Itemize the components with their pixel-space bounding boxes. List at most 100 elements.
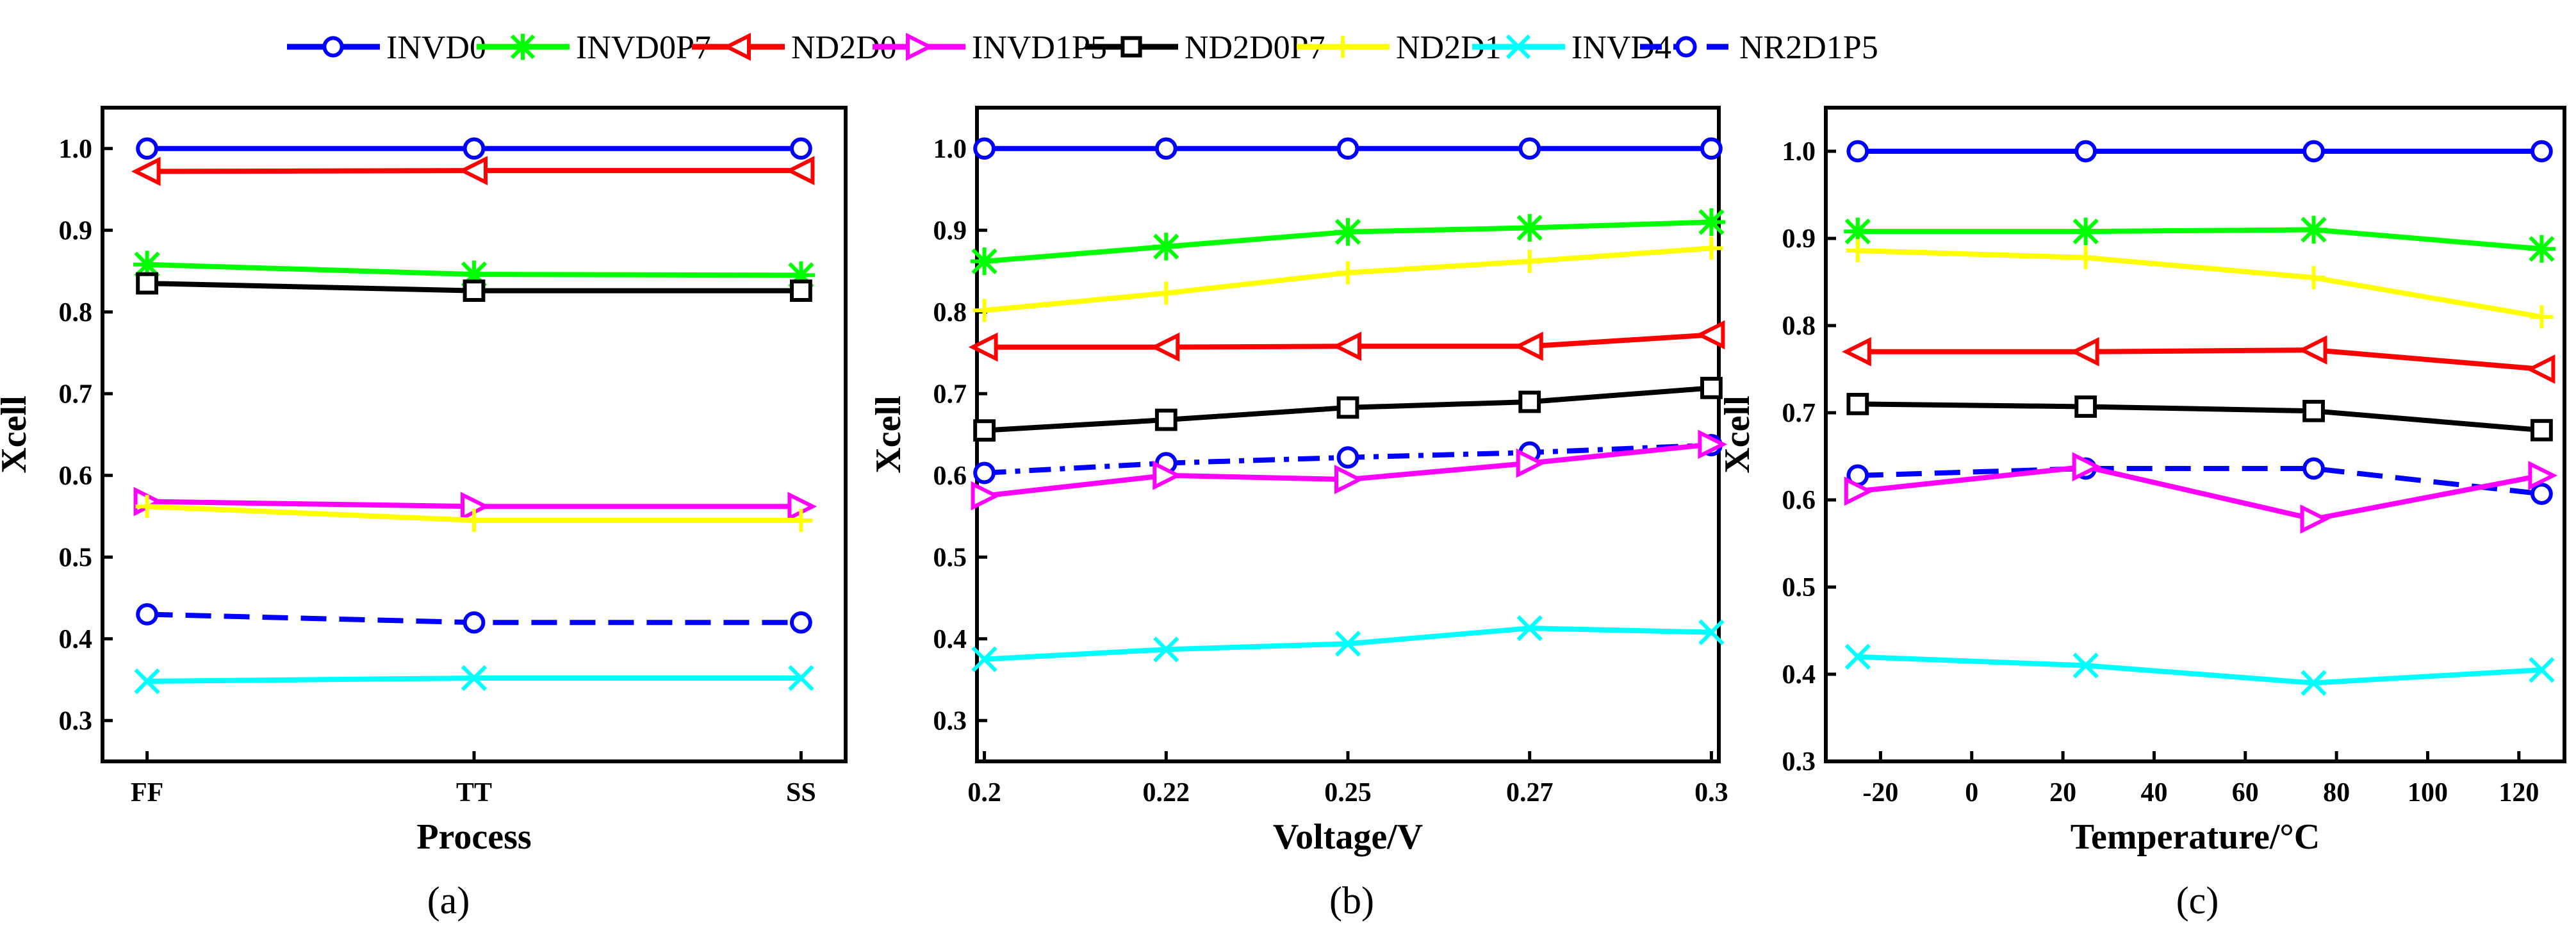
y-tick-label: 0.4 (59, 625, 93, 654)
panel-b: 0.30.40.50.60.70.80.91.00.2 0.22 0.25 0.27 0… (869, 106, 1728, 922)
y-tick-label: 0.6 (933, 461, 967, 491)
y-tick-label: 0.9 (933, 216, 967, 245)
series-line (1857, 654, 2542, 686)
data-point-nd2d0 (131, 156, 161, 187)
data-point-nd2d1 (972, 299, 996, 322)
data-point-invd0p7 (2527, 235, 2556, 263)
panel-caption: (c) (2176, 879, 2219, 922)
legend-marker-triangle-right (906, 33, 934, 61)
plot-frame (101, 106, 848, 763)
series-line (1857, 248, 2543, 320)
data-point-nd2d1 (463, 508, 486, 532)
data-point-nd2d1 (1154, 281, 1178, 305)
y-axis-title: Xcell (1718, 395, 1757, 473)
data-point-nd2d0 (2069, 336, 2099, 367)
data-point-invd1p5 (2300, 504, 2330, 534)
y-tick-label: 0.6 (59, 461, 93, 491)
data-point-nd2d1 (1518, 249, 1541, 273)
data-point-nd2d0p7 (1700, 376, 1723, 399)
legend-marker-circle (322, 36, 344, 58)
data-point-invd0 (1154, 137, 1177, 160)
y-tick-label: 0.5 (933, 543, 967, 572)
data-point-invd4 (1698, 619, 1725, 645)
legend-item-invd0: INVD0 (287, 29, 486, 66)
panel-c: 0.3 0.4 0.5 0.6 0.7 0.8 0.9 1.0 -20 0 20 40 60 80 100 1… (1718, 106, 2566, 922)
data-point-nr2d1p5 (136, 603, 159, 626)
x-tick-label: 40 (2140, 778, 2167, 808)
data-point-invd1p5 (1698, 429, 1728, 460)
data-point-invd0 (2302, 140, 2325, 163)
series-group (968, 137, 1728, 672)
data-point-invd4 (788, 665, 814, 692)
data-point-nr2d1p5 (1336, 446, 1359, 469)
series-nd2d0 (968, 320, 1725, 362)
data-point-nr2d1p5 (790, 611, 812, 634)
y-tick-label: 0.7 (933, 379, 967, 409)
x-tick-label: 20 (2049, 778, 2076, 808)
data-point-invd1p5 (2528, 461, 2558, 490)
panel-caption: (a) (427, 879, 470, 922)
legend-item-nd2d1: ND2D1 (1297, 29, 1502, 66)
data-point-nd2d0p7 (136, 272, 158, 295)
x-tick-label: 60 (2232, 778, 2259, 808)
plot-frame (975, 106, 1721, 763)
series-invd4 (134, 665, 814, 695)
data-point-nd2d0 (968, 332, 998, 362)
series-nd2d1 (972, 236, 1723, 322)
data-point-nd2d0p7 (2531, 419, 2553, 442)
data-point-invd0 (1518, 137, 1541, 160)
x-tick-label: TT (456, 778, 492, 808)
series-line (1857, 227, 2542, 252)
y-axis: 0.3 0.4 0.5 0.6 0.7 0.8 0.9 1.0 (59, 135, 113, 736)
legend-marker-square (1120, 36, 1142, 58)
y-tick-label: 0.5 (1782, 573, 1816, 602)
data-point-nd2d0p7 (973, 419, 996, 442)
legend-item-invd1p5: INVD1P5 (873, 29, 1107, 66)
data-point-invd0p7 (1697, 208, 1726, 236)
data-point-nd2d0p7 (2302, 399, 2325, 422)
data-point-nd2d1 (2302, 266, 2326, 290)
y-tick-label: 1.0 (1782, 137, 1816, 167)
x-tick-label: 0.22 (1143, 778, 1190, 808)
series-invd4 (971, 615, 1725, 672)
series-nr2d1p5 (136, 603, 812, 634)
x-axis-title: Voltage/V (1273, 817, 1423, 857)
data-point-invd0 (1336, 137, 1359, 160)
x-tick-label: 0.2 (967, 778, 1001, 808)
legend-marker-plus (1332, 36, 1354, 58)
x-tick-label: -20 (1862, 778, 1898, 808)
series-invd0 (136, 137, 812, 160)
y-tick-label: 0.8 (1782, 311, 1816, 341)
data-point-invd0 (463, 137, 486, 160)
y-tick-label: 1.0 (59, 135, 93, 164)
series-invd1p5 (1844, 452, 2558, 534)
series-invd4 (1844, 643, 2555, 696)
x-axis: 0.2 0.22 0.25 0.27 0.3 (967, 751, 1728, 808)
data-point-nd2d1 (1700, 236, 1723, 260)
y-axis-title: Xcell (0, 395, 34, 473)
series-nd2d0 (1842, 335, 2555, 384)
data-point-invd4 (1844, 643, 1871, 670)
x-axis-title: Temperature/°C (2071, 817, 2320, 857)
data-point-nd2d0 (1842, 336, 1871, 367)
data-point-nd2d0p7 (2074, 395, 2097, 418)
data-point-nd2d0p7 (1518, 390, 1541, 413)
legend-item-nr2d1p5: NR2D1P5 (1640, 29, 1878, 66)
data-point-nd2d0p7 (1336, 396, 1359, 419)
series-line (1857, 464, 2543, 522)
series-group (131, 137, 817, 695)
data-point-nd2d1 (1846, 239, 1869, 263)
data-point-invd4 (2072, 652, 2099, 679)
data-point-nd2d1 (135, 495, 159, 518)
data-point-nd2d1 (1336, 261, 1359, 285)
y-tick-label: 0.3 (933, 706, 967, 736)
data-point-nd2d0 (785, 156, 815, 186)
data-point-nr2d1p5 (463, 611, 486, 634)
data-point-invd0 (973, 137, 996, 160)
y-axis-title: Xcell (869, 395, 908, 473)
y-tick-label: 0.7 (1782, 399, 1816, 428)
data-point-nr2d1p5 (2531, 483, 2553, 505)
y-tick-label: 0.8 (933, 298, 967, 328)
legend-item-invd0p7: INVD0P7 (477, 29, 711, 66)
data-point-invd0 (136, 137, 159, 160)
